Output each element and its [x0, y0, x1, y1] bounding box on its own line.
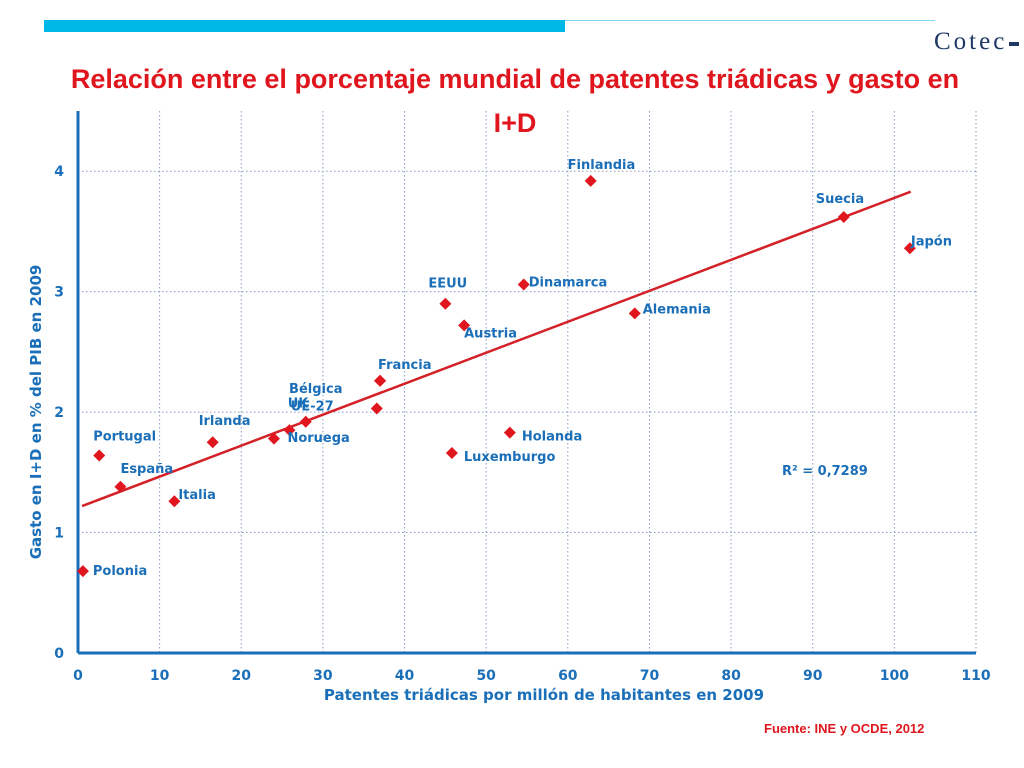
- y-tick-label: 0: [54, 646, 64, 662]
- gridlines: [78, 111, 977, 653]
- cotec-logo: Cotec: [934, 28, 1008, 55]
- point-label: España: [120, 462, 173, 477]
- chart-title: Relación entre el porcentaje mundial de …: [70, 64, 960, 138]
- point-label: Noruega: [287, 431, 349, 446]
- point-label: Dinamarca: [529, 275, 607, 290]
- x-tick-label: 70: [640, 668, 660, 684]
- point-label: Portugal: [93, 429, 156, 444]
- data-point: [283, 424, 296, 437]
- data-point: [114, 480, 127, 493]
- point-label: Finlandia: [568, 158, 636, 173]
- x-tick-label: 90: [803, 668, 823, 684]
- point-label: Austria: [464, 326, 517, 341]
- header-rule: [565, 20, 935, 21]
- data-point: [93, 449, 106, 462]
- data-point: [374, 374, 387, 387]
- y-axis-label: Gasto en I+D en % del PIB en 2009: [27, 265, 45, 560]
- y-tick-label: 1: [54, 526, 64, 542]
- x-tick-label: 50: [476, 668, 496, 684]
- logo-dash: [1009, 42, 1019, 46]
- data-point: [458, 319, 471, 332]
- data-point: [370, 402, 383, 415]
- source-note: Fuente: INE y OCDE, 2012: [764, 721, 925, 736]
- point-label: Suecia: [816, 192, 864, 207]
- x-tick-label: 40: [395, 668, 415, 684]
- data-point: [299, 415, 312, 428]
- y-tick-label: 4: [54, 164, 64, 180]
- x-axis-label: Patentes triádicas por millón de habitan…: [324, 686, 764, 704]
- point-label: Francia: [378, 358, 431, 373]
- y-tick-label: 2: [54, 405, 64, 421]
- data-point: [584, 174, 597, 187]
- point-label: Alemania: [643, 302, 711, 317]
- data-point: [517, 278, 530, 291]
- x-tick-label: 30: [313, 668, 333, 684]
- data-point: [267, 432, 280, 445]
- point-label: Luxemburgo: [464, 450, 556, 465]
- x-tick-label: 80: [721, 668, 741, 684]
- accent-bar: [44, 20, 565, 32]
- axes: 0 10 20 30 40 50 60 70 80 90 100 110 0 1 2 3 4: [54, 111, 991, 684]
- data-point: [76, 565, 89, 578]
- data-point: [903, 242, 916, 255]
- point-label: Italia: [178, 488, 216, 503]
- point-label: Polonia: [93, 564, 147, 579]
- x-tick-label: 10: [150, 668, 170, 684]
- trend-line: [81, 190, 912, 508]
- point-label: UK: [288, 397, 310, 412]
- point-label: EEUU: [428, 277, 467, 292]
- point-label: Holanda: [522, 430, 582, 445]
- x-tick-label: 20: [232, 668, 252, 684]
- point-label: Bélgica: [289, 382, 342, 397]
- data-points: [76, 174, 916, 578]
- r-squared-annotation: R² = 0,7289: [782, 464, 868, 479]
- point-labels: Polonia Portugal España Italia Irlanda Norueg…: [93, 158, 952, 579]
- data-point: [206, 436, 219, 449]
- point-label: Irlanda: [199, 414, 251, 429]
- trendline: [81, 190, 912, 508]
- x-tick-label: 0: [73, 668, 83, 684]
- point-label: UE-27: [291, 399, 334, 414]
- data-point: [503, 426, 516, 439]
- x-tick-label: 110: [961, 668, 990, 684]
- y-tick-label: 3: [54, 285, 64, 301]
- x-tick-label: 60: [558, 668, 578, 684]
- data-point: [837, 210, 850, 223]
- data-point: [445, 447, 458, 460]
- data-point: [168, 495, 181, 508]
- point-label: Japón: [910, 234, 952, 249]
- data-point: [439, 297, 452, 310]
- x-tick-label: 100: [880, 668, 909, 684]
- data-point: [628, 307, 641, 320]
